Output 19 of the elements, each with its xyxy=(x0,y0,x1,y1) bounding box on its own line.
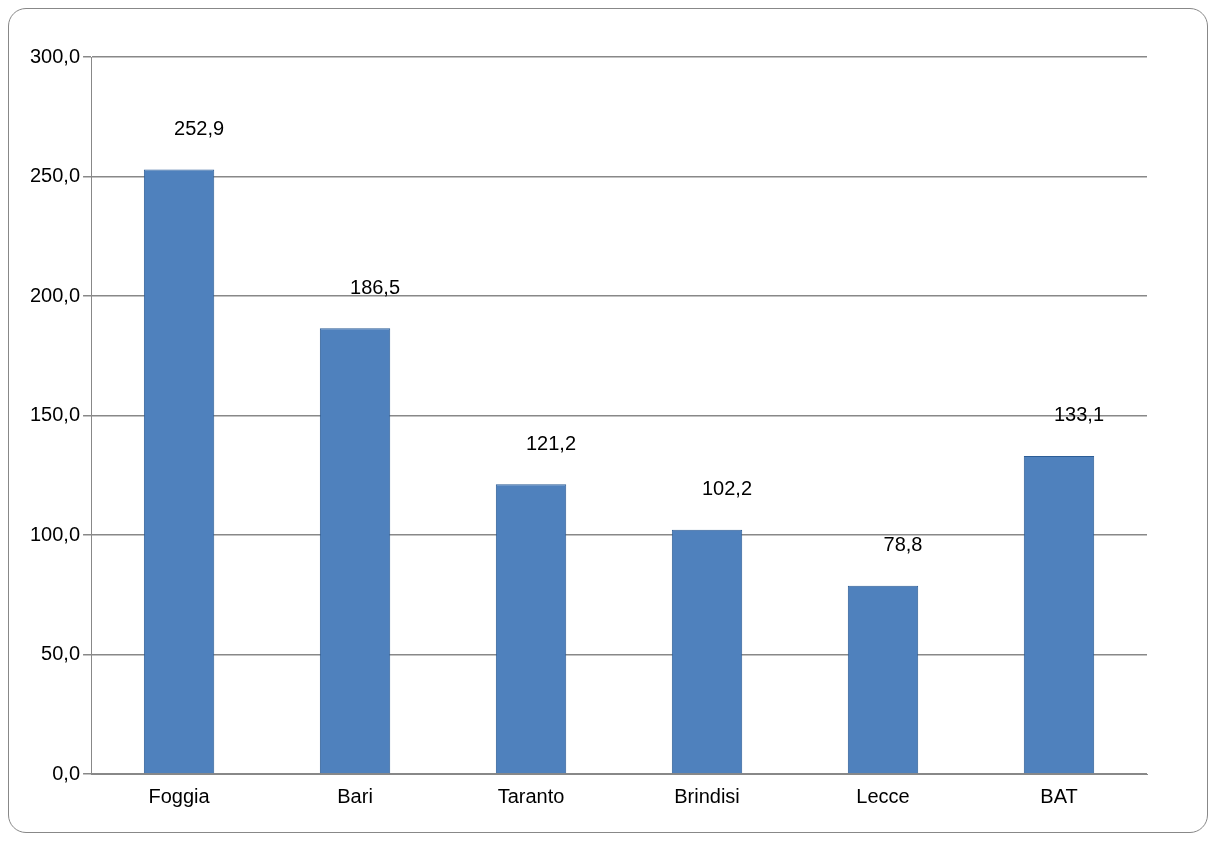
x-tick-label: Lecce xyxy=(856,784,910,807)
data-label: 186,5 xyxy=(350,275,401,298)
y-tick-label: 0,0 xyxy=(52,761,81,784)
data-label: 252,9 xyxy=(174,117,225,140)
x-tick-label: Taranto xyxy=(497,784,565,807)
x-tick-label: BAT xyxy=(1040,784,1078,807)
data-label: 121,2 xyxy=(526,431,577,454)
y-tick-label: 50,0 xyxy=(41,642,81,665)
data-label: 102,2 xyxy=(701,477,753,500)
y-tick-label: 150,0 xyxy=(29,403,81,426)
y-tick-label: 200,0 xyxy=(29,283,81,306)
data-label: 78,8 xyxy=(883,533,923,556)
x-tick-label: Bari xyxy=(337,784,373,807)
y-tick-label: 100,0 xyxy=(29,522,81,545)
data-label: 133,1 xyxy=(1053,403,1105,426)
y-tick-label: 300,0 xyxy=(29,44,81,67)
x-tick-label: Foggia xyxy=(148,784,211,807)
y-tick-label: 250,0 xyxy=(29,164,81,187)
x-tick-label: Brindisi xyxy=(674,784,740,807)
